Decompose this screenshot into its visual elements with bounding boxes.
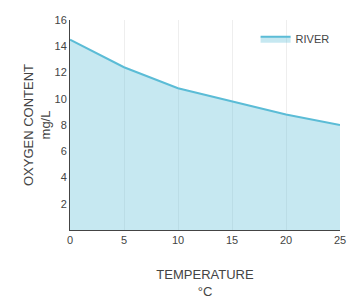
- svg-text:12: 12: [55, 66, 67, 78]
- svg-text:15: 15: [226, 234, 238, 246]
- svg-text:4: 4: [61, 171, 67, 183]
- svg-text:16: 16: [55, 14, 67, 26]
- svg-text:6: 6: [61, 145, 67, 157]
- svg-text:TEMPERATURE°C: TEMPERATURE°C: [156, 267, 254, 299]
- svg-text:10: 10: [55, 93, 67, 105]
- svg-text:2: 2: [61, 198, 67, 210]
- svg-text:OXYGEN CONTENTmg/L: OXYGEN CONTENTmg/L: [21, 64, 53, 186]
- svg-text:10: 10: [172, 234, 184, 246]
- svg-text:RIVER: RIVER: [296, 33, 330, 45]
- svg-text:0: 0: [67, 234, 73, 246]
- svg-text:14: 14: [55, 40, 67, 52]
- svg-text:8: 8: [61, 119, 67, 131]
- svg-text:25: 25: [334, 234, 346, 246]
- svg-text:20: 20: [280, 234, 292, 246]
- svg-text:5: 5: [121, 234, 127, 246]
